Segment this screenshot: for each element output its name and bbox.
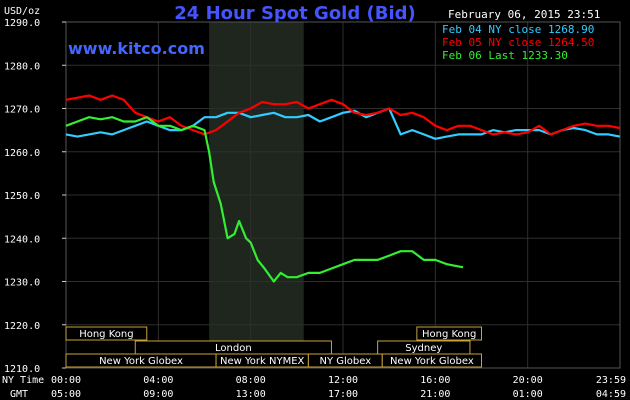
x-tick-ny: 04:00: [143, 375, 173, 386]
series-line: [65, 94, 621, 136]
session-label: New York Globex: [99, 356, 183, 367]
y-axis-unit: USD/oz: [4, 6, 40, 17]
session-bar: NY Globex: [307, 353, 383, 368]
legend: Feb 04 NY close 1268.90 Feb 05 NY close …: [442, 23, 594, 62]
session-label: NY Globex: [319, 356, 371, 367]
x-axis-ny-label: NY Time: [2, 375, 44, 386]
y-tick-label: 1280.0: [4, 61, 40, 72]
session-bar: Sydney: [377, 340, 471, 355]
session-bar: Hong Kong: [416, 326, 482, 341]
y-tick-label: 1270.0: [4, 105, 40, 116]
legend-item: Feb 05 NY close 1264.50: [442, 36, 594, 49]
x-tick-gmt: 09:00: [143, 389, 173, 400]
session-label: London: [215, 343, 252, 354]
legend-item: Feb 04 NY close 1268.90: [442, 23, 594, 36]
x-tick-ny: 23:59: [596, 375, 626, 386]
x-tick-gmt: 13:00: [236, 389, 266, 400]
chart-title: 24 Hour Spot Gold (Bid): [174, 3, 415, 24]
y-tick-label: 1210.0: [4, 364, 40, 375]
session-bar: New York NYMEX: [215, 353, 309, 368]
session-bar: Hong Kong: [65, 326, 148, 341]
y-tick-label: 1230.0: [4, 278, 40, 289]
x-tick-ny: 12:00: [328, 375, 358, 386]
series-line: [65, 116, 464, 283]
y-tick-label: 1220.0: [4, 321, 40, 332]
x-tick-gmt: 04:59: [596, 389, 626, 400]
y-tick-label: 1290.0: [4, 18, 40, 29]
x-tick-gmt: 17:00: [328, 389, 358, 400]
x-tick-ny: 08:00: [236, 375, 266, 386]
session-bar: London: [134, 340, 332, 355]
session-label: New York Globex: [390, 356, 474, 367]
x-tick-gmt: 05:00: [51, 389, 81, 400]
x-tick-ny: 00:00: [51, 375, 81, 386]
y-tick-label: 1260.0: [4, 148, 40, 159]
session-label: Sydney: [405, 343, 442, 354]
y-tick-label: 1240.0: [4, 234, 40, 245]
x-tick-ny: 20:00: [513, 375, 543, 386]
website-link[interactable]: www.kitco.com: [68, 39, 205, 58]
x-tick-gmt: 21:00: [420, 389, 450, 400]
session-label: Hong Kong: [422, 329, 476, 340]
chart-date: February 06, 2015 23:51: [448, 8, 600, 21]
session-label: Hong Kong: [79, 329, 133, 340]
x-tick-gmt: 01:00: [513, 389, 543, 400]
y-tick-label: 1250.0: [4, 191, 40, 202]
session-bar: New York Globex: [65, 353, 217, 368]
legend-item: Feb 06 Last 1233.30: [442, 49, 568, 62]
x-tick-ny: 16:00: [420, 375, 450, 386]
x-axis-gmt-label: GMT: [10, 389, 28, 400]
session-label: New York NYMEX: [220, 356, 305, 367]
session-bar: New York Globex: [381, 353, 482, 368]
